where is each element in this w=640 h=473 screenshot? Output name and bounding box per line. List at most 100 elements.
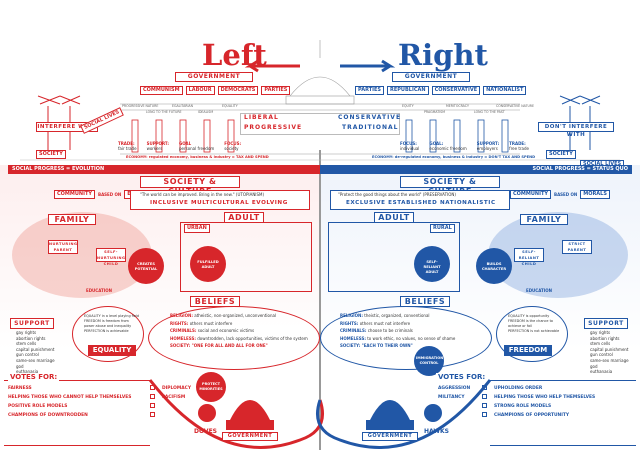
right-trade-value: free trade (509, 146, 529, 151)
right-trade-key: TRADE: (509, 141, 526, 146)
right-support-2: abortion rights (590, 335, 620, 341)
right-bottom-government: GOVERNMENT (362, 432, 418, 441)
hawks-label: HAWKS (424, 428, 449, 435)
party-communism: COMMUNISM (140, 86, 183, 95)
right-beliefs-cloud (320, 306, 492, 370)
word-progressive: PROGRESSIVE (244, 124, 303, 131)
left-vote-checkbox-4 (150, 412, 155, 417)
right-quote: "Protect the good things about the world… (338, 192, 456, 197)
pillar-label-left-3: EGALITARIAN (172, 104, 193, 108)
pillar-label-left-4: IDEALISM (198, 110, 214, 114)
right-vote-aggression: AGGRESSION (438, 386, 471, 391)
left-traits: INCLUSIVE MULTICULTURAL EVOLVING (150, 200, 288, 206)
left-belief-rights-key: RIGHTS: (170, 320, 189, 326)
left-quote: "The world can be improved. Bring in the… (140, 192, 265, 197)
hawk-icon (424, 404, 442, 422)
self-reliant-adult: SELF-RELIANT ADULT (423, 260, 441, 274)
left-vote-checks (150, 385, 155, 417)
right-focus: FOCUS: individual (400, 141, 419, 151)
left-support-1: gay rights (16, 330, 37, 335)
right-vote-3: STRONG ROLE MODELS (494, 404, 552, 409)
right-support-1: gay rights (590, 330, 611, 335)
word-traditional: TRADITIONAL (342, 124, 399, 131)
freedom-label: FREEDOM (504, 345, 552, 356)
self-reliant-child: SELF-RELIANT CHILD (514, 248, 544, 266)
right-belief-homeless: HOMELESS: to work ethic, no values, no s… (340, 335, 455, 343)
right-votes-list: UPHOLDING ORDER HELPING THOSE WHO HELP T… (494, 384, 595, 420)
left-vote-4: CHAMPIONS OF DOWNTRODDEN (8, 411, 131, 420)
equality-line-2: FREEDOM is freedom from power abuse and … (84, 319, 132, 328)
right-vote-checkbox-3 (482, 403, 487, 408)
party-labour: LABOUR (185, 86, 215, 95)
pillar-label-right-3: MERITOCRACY (446, 104, 469, 108)
left-family-heading: FAMILY (48, 214, 96, 225)
left-belief-rights-value: others must interfere (189, 320, 233, 326)
right-trade-support-row: FOCUS: individual GOAL: economic freedom S… (400, 141, 529, 151)
dont-interfere-with-label: DON'T INTERFERE WITH (538, 122, 614, 138)
left-votes-list: FAIRNESS HELPING THOSE WHO CANNOT HELP T… (8, 384, 131, 420)
left-vote-checkbox-2 (150, 394, 155, 399)
right-belief-rights-value: others must not interfere (359, 320, 411, 326)
freedom-line-3: PERFECTION is not achievable (508, 329, 560, 333)
right-belief-criminals-key: CRIMINALS: (340, 328, 367, 333)
party-conservative: CONSERVATIVE (431, 86, 481, 95)
left-belief-society-key: SOCIETY: (170, 343, 191, 348)
dove-icon (198, 404, 216, 422)
right-belief-religion-key: RELIGION: (340, 313, 363, 318)
left-vote-2: HELPING THOSE WHO CANNOT HELP THEMSELVES (8, 393, 131, 402)
left-support-heading: SUPPORT (10, 318, 54, 329)
right-support-list: gay rights abortion rights stem cells ca… (590, 330, 629, 375)
left-belief-society: SOCIETY: "ONE FOR ALL AND ALL FOR ONE" (170, 342, 308, 350)
freedom-line-1: EQUALITY is opportunity (508, 314, 550, 318)
left-beliefs-list: RELIGION: atheistic, non-organized, unco… (170, 312, 308, 350)
left-belief-homeless-key: HOMELESS: (170, 335, 196, 341)
protect-minorities-circle (196, 372, 226, 402)
left-vote-checkbox-3 (150, 403, 155, 408)
right-goal-key: GOAL: (429, 141, 444, 146)
pillar-label-right-1: EQUITY (402, 104, 414, 108)
immigration-control-circle (414, 346, 444, 376)
left-focus: FOCUS: society (224, 141, 241, 151)
left-support-5: gun control (16, 352, 39, 358)
left-trade-support-row: TRADE: fair trade SUPPORT: workers GOAL per… (118, 141, 241, 151)
word-conservative: CONSERVATIVE (338, 114, 402, 121)
ideology-band (240, 113, 400, 135)
party-nationalist: NATIONALIST (483, 86, 527, 95)
right-support-value: employers (476, 146, 498, 151)
right-belief-religion-value: theistic, organized, conventional (364, 313, 430, 318)
right-family-circle (488, 212, 628, 298)
right-parties: PARTIES REPUBLICAN CONSERVATIVE NATIONAL… (355, 86, 527, 95)
left-parties: COMMUNISM LABOUR DEMOCRATS PARTIES (140, 86, 291, 95)
left-support-3: stem cells (16, 341, 37, 347)
left-belief-homeless: HOMELESS: downtrodden, lack opportunitie… (170, 335, 308, 343)
society-left-tag: SOCIETY (36, 150, 66, 159)
right-belief-criminals-value: choose to be criminals (367, 328, 413, 333)
right-support-7: god (590, 363, 598, 369)
right-community-row: COMMUNITY BASED ON MORALS (510, 190, 610, 199)
right-traits: EXCLUSIVE ESTABLISHED NATIONALISTIC (346, 200, 496, 206)
urban-tag: URBAN (184, 224, 210, 233)
right-votes-heading: VOTES FOR: (436, 373, 488, 381)
title-right: Right (398, 38, 488, 72)
left-trade-value: fair trade (118, 146, 137, 151)
party-parties-right: PARTIES (355, 86, 384, 95)
left-belief-religion-value: atheistic, non-organized, unconventional (194, 313, 277, 318)
builds-character: BUILDS CHARACTER (481, 262, 507, 271)
right-family-heading: FAMILY (520, 214, 568, 225)
right-vote-checkbox-4 (482, 412, 487, 417)
right-belief-homeless-value: to work ethic, no values, no sense of sh… (367, 335, 456, 341)
protect-minorities: PROTECT MINORITIES (199, 382, 223, 391)
society-culture-left-heading: SOCIETY & CULTURE (140, 176, 240, 196)
left-community: COMMUNITY (54, 190, 96, 199)
right-support-heading: SUPPORT (584, 318, 628, 329)
right-education: EDUCATION (526, 288, 552, 293)
right-vote-1: UPHOLDING ORDER (494, 386, 543, 391)
left-vote-4-label: CHAMPIONS OF DOWNTRODDEN (8, 413, 88, 418)
self-reliant-adult-circle (414, 246, 450, 282)
social-progress-right: SOCIAL PROGRESS = STATUS QUO (532, 166, 628, 172)
right-belief-rights: RIGHTS: others must not interfere (340, 320, 455, 328)
left-support-list: gay rights abortion rights stem cells ca… (16, 330, 55, 375)
pillar-label-right-4: LONG TO THE PAST (474, 110, 505, 114)
left-support-key: SUPPORT: (146, 141, 169, 146)
social-progress-left-bar: SOCIAL PROGRESS = EVOLUTION (8, 165, 320, 174)
